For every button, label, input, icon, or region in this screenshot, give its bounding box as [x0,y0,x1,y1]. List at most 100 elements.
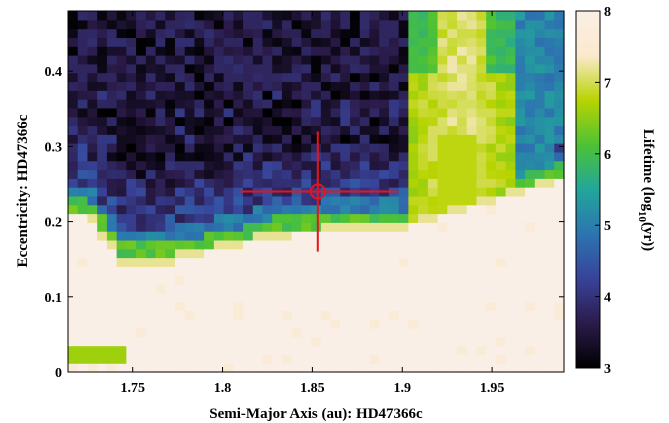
heatmap-cell [223,222,234,232]
heatmap-cell [340,160,351,171]
heatmap-cell [534,37,546,47]
heatmap-cell [418,143,429,153]
heatmap-cell [476,107,487,118]
heatmap-cell [398,283,409,294]
heatmap-cell [457,275,468,285]
heatmap-cell [534,11,546,21]
heatmap-cell [126,116,137,127]
heatmap-cell [340,327,351,338]
heatmap-cell [408,19,419,30]
heatmap-cell [320,257,332,267]
heatmap-cell [427,116,439,127]
heatmap-cell [340,55,351,65]
heatmap-cell [359,63,371,74]
heatmap-cell [223,248,234,259]
heatmap-cell [301,28,312,39]
heatmap-cell [155,160,166,171]
heatmap-cell [525,143,536,153]
heatmap-cell [311,204,322,215]
heatmap-cell [194,292,205,303]
heatmap-cell [252,231,264,241]
heatmap-cell [291,222,303,232]
heatmap-cell [340,72,351,83]
heatmap-cell [262,28,273,39]
heatmap-cell [466,46,478,56]
heatmap-cell [466,81,478,91]
heatmap-cell [281,169,293,179]
heatmap-cell [165,248,176,259]
heatmap-cell [174,222,186,232]
heatmap-cell [252,134,264,144]
heatmap-cell [97,99,108,109]
heatmap-cell [544,160,555,171]
heatmap-cell [262,363,273,373]
heatmap-cell [466,99,478,109]
heatmap-cell [155,169,166,179]
heatmap-cell [330,37,341,47]
heatmap-cell [437,336,448,347]
heatmap-cell [447,72,458,83]
heatmap-cell [87,28,98,39]
heatmap-cell [350,99,361,109]
heatmap-cell [281,292,293,303]
heatmap-cell [427,301,439,311]
heatmap-cell [408,327,419,338]
heatmap-cell [252,151,264,162]
heatmap-cell [272,345,283,355]
heatmap-cell [495,19,507,30]
heatmap-cell [165,81,176,91]
heatmap-cell [369,81,380,91]
heatmap-cell [194,55,205,65]
heatmap-cell [466,283,478,294]
heatmap-cell [359,319,371,329]
heatmap-cell [408,37,419,47]
x-tick-label: 1.85 [300,381,325,396]
heatmap-cell [457,37,468,47]
heatmap-cell [525,363,536,373]
heatmap-cell [262,37,273,47]
heatmap-cell [311,46,322,56]
heatmap-cell [233,354,244,364]
heatmap-cell [505,151,516,162]
heatmap-cell [136,116,147,127]
heatmap-cell [340,204,351,215]
heatmap-cell [87,46,98,56]
heatmap-cell [427,160,439,171]
heatmap-cell [87,90,98,100]
heatmap-cell [87,37,98,47]
heatmap-cell [350,81,361,91]
heatmap-cell [262,151,273,162]
heatmap-cell [437,160,448,171]
heatmap-cell [359,283,371,294]
heatmap-cell [427,169,439,179]
heatmap-cell [418,257,429,267]
heatmap-cell [418,160,429,171]
heatmap-cell [77,292,89,303]
heatmap-cell [136,319,147,329]
heatmap-cell [223,195,234,206]
heatmap-cell [233,213,244,223]
heatmap-cell [291,169,303,179]
heatmap-cell [369,345,380,355]
heatmap-cell [165,257,176,267]
heatmap-cell [155,301,166,311]
heatmap-cell [68,195,79,206]
heatmap-cell [145,354,157,364]
heatmap-cell [136,248,147,259]
heatmap-cell [184,187,196,197]
heatmap-cell [243,46,254,56]
heatmap-cell [291,283,303,294]
heatmap-cell [330,46,341,56]
heatmap-cell [311,231,322,241]
heatmap-cell [106,160,118,171]
heatmap-cell [359,90,371,100]
heatmap-cell [184,107,196,118]
heatmap-cell [495,151,507,162]
heatmap-cell [398,336,409,347]
heatmap-cell [320,63,332,74]
heatmap-cell [194,160,205,171]
heatmap-cell [369,116,380,127]
heatmap-cell [554,204,565,215]
heatmap-cell [525,248,536,259]
heatmap-cell [447,28,458,39]
